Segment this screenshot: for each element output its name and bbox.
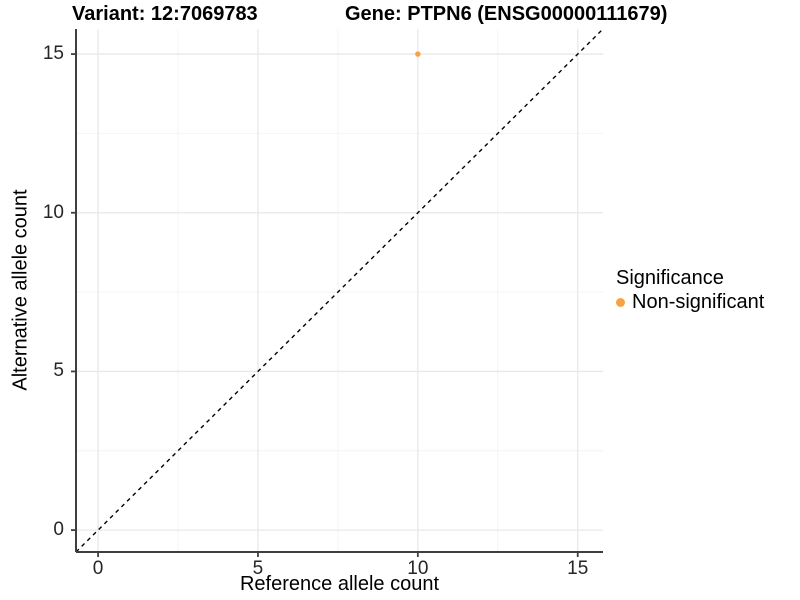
variant-title: Variant: 12:7069783 [72,3,258,25]
y-axis-title: Alternative allele count [9,189,32,391]
y-tick-label: 10 [42,201,64,223]
y-tick-label: 5 [53,360,64,382]
y-tick-label: 0 [53,519,64,541]
legend-entry: Non-significant [616,292,764,312]
legend: Significance Non-significant [616,267,764,312]
gene-title: Gene: PTPN6 (ENSG00000111679) [345,3,668,25]
legend-dot-icon [616,297,625,307]
legend-entries: Non-significant [616,292,764,312]
y-tick-label: 15 [42,43,64,65]
legend-title: Significance [616,267,724,289]
legend-entry-label: Non-significant [632,291,765,313]
x-tick-label: 15 [567,558,589,579]
data-point [415,51,421,57]
x-tick-label: 0 [92,558,104,579]
x-axis-title: Reference allele count [239,573,439,595]
x-tick-label: 5 [252,558,264,579]
identity-dashed-line [75,28,604,553]
x-tick-label: 10 [407,558,429,579]
